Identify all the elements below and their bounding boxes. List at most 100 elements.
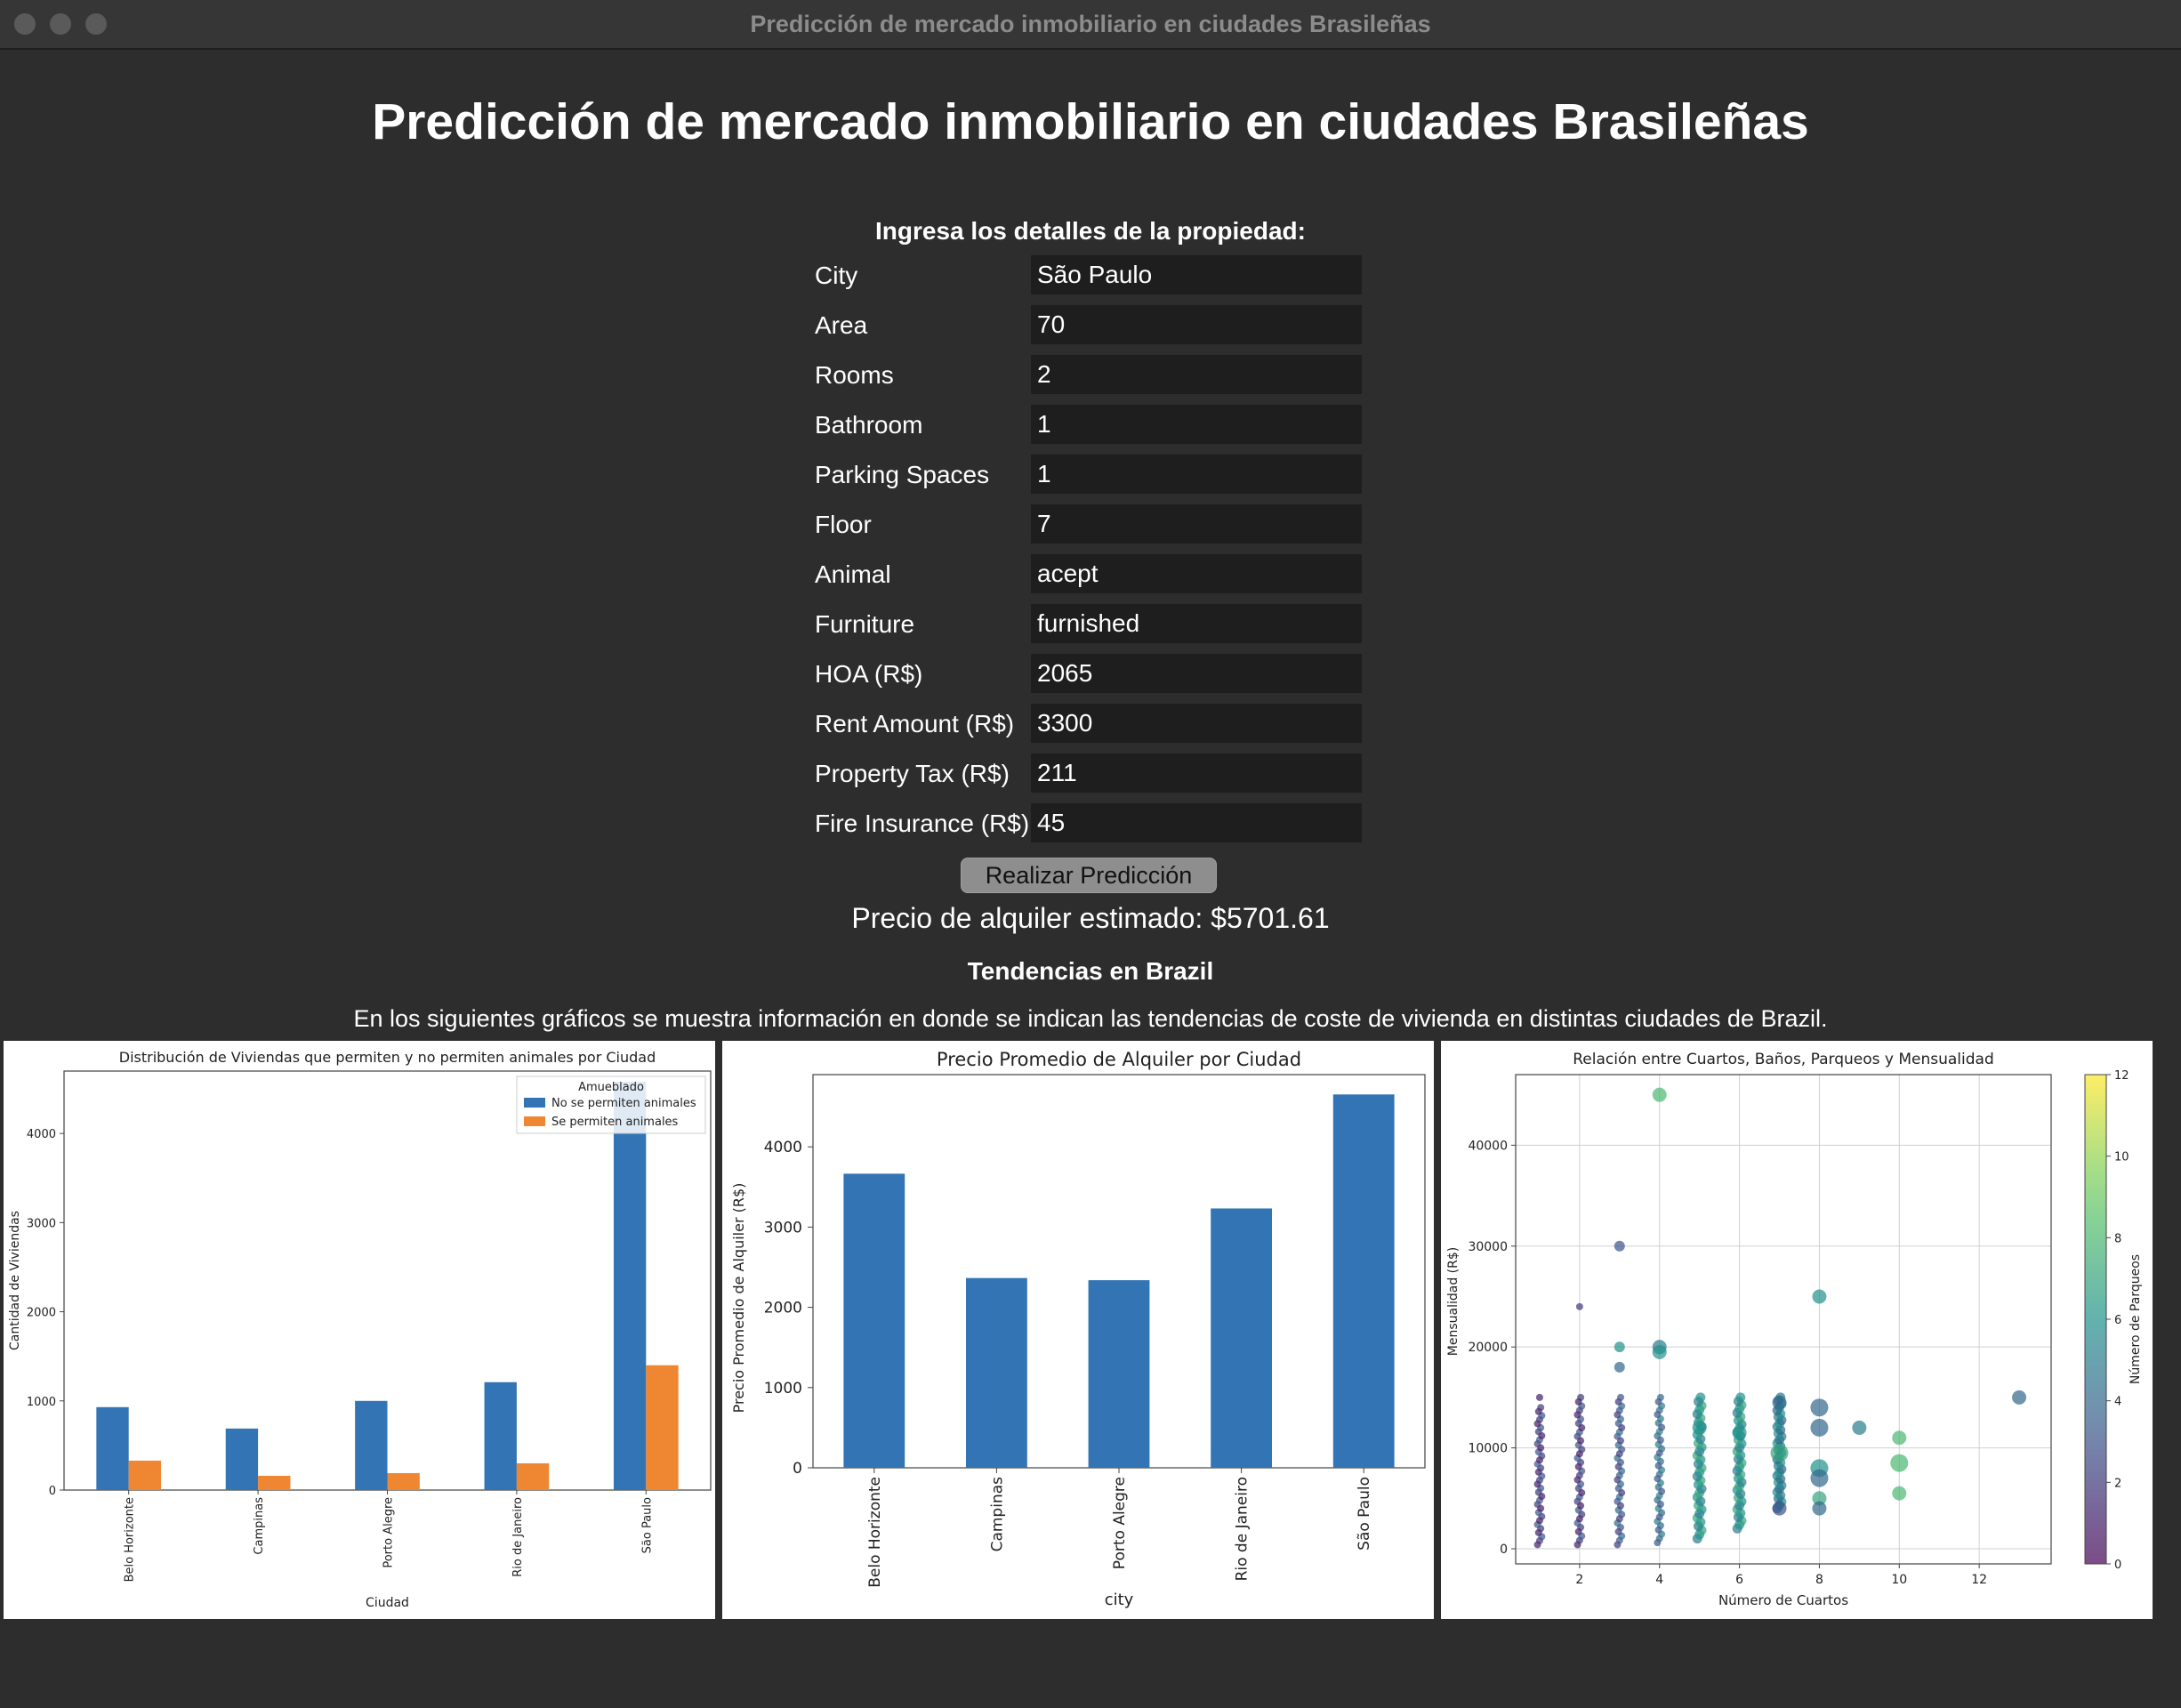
- bar-animals: [258, 1475, 291, 1490]
- y-tick-label: 10000: [1468, 1442, 1508, 1456]
- legend-label: No se permiten animales: [551, 1097, 696, 1110]
- close-window-button[interactable]: [14, 13, 36, 35]
- scatter-point: [1810, 1418, 1829, 1437]
- furniture-input[interactable]: [1031, 604, 1362, 643]
- bar-avg-rent: [1088, 1280, 1150, 1468]
- field-label-rent-amount: Rent Amount (R$): [815, 710, 1015, 737]
- fire-insurance-input[interactable]: [1031, 803, 1362, 842]
- scatter-point: [1772, 1395, 1787, 1410]
- bar-avg-rent: [966, 1277, 1027, 1468]
- field-label-hoa: HOA (R$): [815, 660, 923, 688]
- avg-rent-by-city-chart: Precio Promedio de Alquiler por Ciudad 0 1…: [730, 1049, 1426, 1609]
- minimize-window-button[interactable]: [50, 13, 71, 35]
- parking-spaces-input[interactable]: [1031, 455, 1362, 494]
- scatter-point: [1617, 1393, 1625, 1401]
- y-tick-label: 0: [1500, 1543, 1508, 1557]
- chart-title: Precio Promedio de Alquiler por Ciudad: [937, 1049, 1301, 1070]
- city-input[interactable]: [1031, 255, 1362, 294]
- scatter-point: [1732, 1425, 1747, 1440]
- bathroom-input[interactable]: [1031, 405, 1362, 444]
- property-tax-input[interactable]: [1031, 753, 1362, 793]
- colorbar-tick-label: 2: [2114, 1477, 2121, 1490]
- y-tick-label: 1000: [764, 1380, 802, 1398]
- bar-no-animals: [355, 1400, 388, 1490]
- trends-description: En los siguientes gráficos se muestra in…: [353, 1005, 1828, 1032]
- colorbar-tick-label: 6: [2114, 1314, 2121, 1327]
- scatter-point: [1537, 1404, 1545, 1412]
- hoa-input[interactable]: [1031, 654, 1362, 693]
- x-tick-label: 10: [1891, 1573, 1907, 1587]
- chart-title: Distribución de Viviendas que permiten y…: [119, 1049, 656, 1066]
- y-axis-label: Mensualidad (R$): [1446, 1247, 1461, 1356]
- x-tick-label: Rio de Janeiro: [511, 1497, 525, 1577]
- y-tick-label: 3000: [764, 1219, 802, 1237]
- field-label-parking-spaces: Parking Spaces: [815, 461, 990, 488]
- rent-amount-input[interactable]: [1031, 704, 1362, 743]
- y-tick-label: 30000: [1468, 1240, 1508, 1254]
- field-label-furniture: Furniture: [815, 610, 915, 638]
- rooms-rent-scatter-chart: Relación entre Cuartos, Baños, Parqueos …: [1446, 1051, 2143, 1608]
- field-label-rooms: Rooms: [815, 361, 894, 389]
- chart-title: Relación entre Cuartos, Baños, Parqueos …: [1573, 1051, 1994, 1068]
- legend-box: [516, 1076, 706, 1134]
- bar-no-animals: [613, 1082, 647, 1490]
- y-axis-label: Precio Promedio de Alquiler (R$): [730, 1183, 747, 1414]
- scatter-point: [1890, 1454, 1909, 1472]
- y-tick-label: 2000: [764, 1300, 802, 1317]
- x-tick-label: 6: [1735, 1573, 1743, 1587]
- scatter-point: [1614, 1341, 1625, 1353]
- x-axis-label: Ciudad: [366, 1596, 409, 1610]
- x-tick-label: Belo Horizonte: [124, 1497, 137, 1582]
- scatter-point: [1852, 1420, 1867, 1435]
- scatter-point: [1695, 1392, 1706, 1403]
- bar-no-animals: [96, 1406, 129, 1490]
- scatter-point: [1656, 1393, 1664, 1401]
- y-axis-label: Cantidad de Viviendas: [8, 1211, 22, 1350]
- colorbar-tick-label: 4: [2114, 1396, 2121, 1409]
- scatter-point: [1692, 1420, 1707, 1435]
- y-tick-label: 1000: [27, 1396, 56, 1409]
- y-tick-label: 0: [49, 1485, 56, 1498]
- field-label-fire-insurance: Fire Insurance (R$): [815, 810, 1030, 837]
- rooms-input[interactable]: [1031, 355, 1362, 394]
- animal-input[interactable]: [1031, 554, 1362, 593]
- window-titlebar: Predicción de mercado inmobiliario en ci…: [0, 0, 2181, 50]
- zoom-window-button[interactable]: [85, 13, 107, 35]
- field-label-area: Area: [815, 311, 868, 339]
- legend-title: Amueblado: [578, 1081, 644, 1094]
- scatter-point: [1812, 1289, 1827, 1304]
- bar-avg-rent: [1332, 1094, 1395, 1468]
- chart-panel-avg-rent: Precio Promedio de Alquiler por Ciudad 0 1…: [722, 1041, 1434, 1619]
- x-tick-label: 8: [1815, 1573, 1823, 1587]
- chart-panel-scatter: Relación entre Cuartos, Baños, Parqueos …: [1441, 1041, 2153, 1619]
- y-tick-label: 40000: [1468, 1139, 1508, 1153]
- area-input[interactable]: [1031, 305, 1362, 344]
- field-label-animal: Animal: [815, 560, 891, 588]
- colorbar-tick-label: 10: [2114, 1151, 2129, 1164]
- predict-button[interactable]: Realizar Predicción: [961, 858, 1217, 893]
- field-label-city: City: [815, 262, 858, 289]
- scatter-point: [1892, 1486, 1907, 1501]
- plot-frame: [1515, 1074, 2052, 1565]
- animals-by-city-chart: Distribución de Viviendas que permiten y…: [8, 1049, 712, 1610]
- y-tick-label: 0: [793, 1460, 802, 1478]
- form-title: Ingresa los detalles de la propiedad:: [875, 217, 1306, 245]
- bar-animals: [646, 1365, 679, 1490]
- scatter-point: [1614, 1240, 1625, 1252]
- y-tick-label: 20000: [1468, 1341, 1508, 1355]
- scatter-point: [1575, 1302, 1583, 1310]
- y-tick-label: 4000: [27, 1128, 56, 1141]
- x-tick-label: São Paulo: [1356, 1477, 1373, 1551]
- page-title: Predicción de mercado inmobiliario en ci…: [372, 93, 1809, 150]
- colorbar-tick-label: 12: [2114, 1069, 2129, 1083]
- scatter-point: [1577, 1393, 1585, 1401]
- scatter-point: [1810, 1398, 1829, 1417]
- x-tick-label: 2: [1575, 1573, 1583, 1587]
- floor-input[interactable]: [1031, 504, 1362, 544]
- bar-animals: [387, 1472, 420, 1490]
- bar-animals: [516, 1462, 550, 1490]
- scatter-point: [1652, 1344, 1667, 1359]
- y-tick-label: 4000: [764, 1139, 802, 1156]
- x-axis-label: city: [1105, 1591, 1134, 1609]
- colorbar-tick-label: 0: [2114, 1559, 2121, 1572]
